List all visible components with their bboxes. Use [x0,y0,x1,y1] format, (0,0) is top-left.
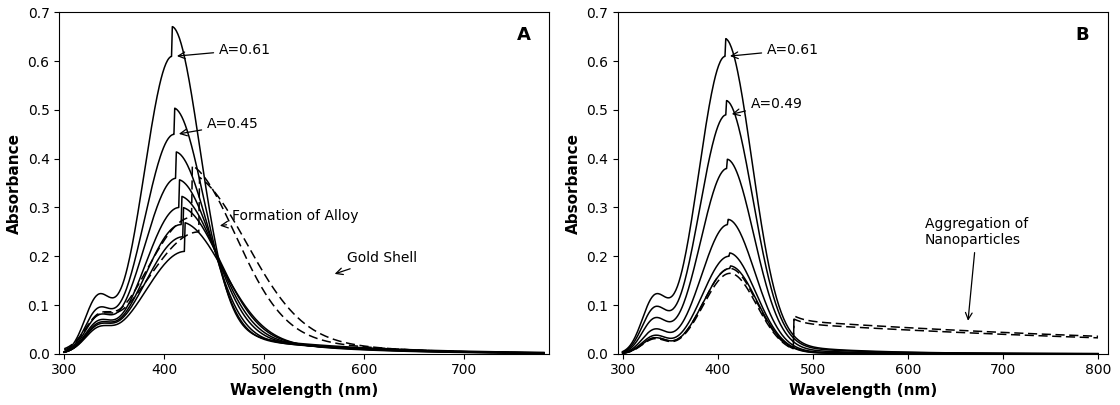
Text: A=0.45: A=0.45 [180,117,259,136]
Text: A=0.61: A=0.61 [731,43,819,59]
Text: Aggregation of
Nanoparticles: Aggregation of Nanoparticles [925,217,1028,320]
X-axis label: Wavelength (nm): Wavelength (nm) [230,383,379,398]
Text: B: B [1075,26,1090,44]
X-axis label: Wavelength (nm): Wavelength (nm) [788,383,936,398]
Text: Formation of Alloy: Formation of Alloy [222,209,358,228]
Text: A=0.49: A=0.49 [734,96,803,115]
Text: A: A [517,26,531,44]
Text: Gold Shell: Gold Shell [336,251,417,275]
Text: A=0.61: A=0.61 [178,43,271,59]
Y-axis label: Absorbance: Absorbance [566,132,580,234]
Y-axis label: Absorbance: Absorbance [7,132,22,234]
